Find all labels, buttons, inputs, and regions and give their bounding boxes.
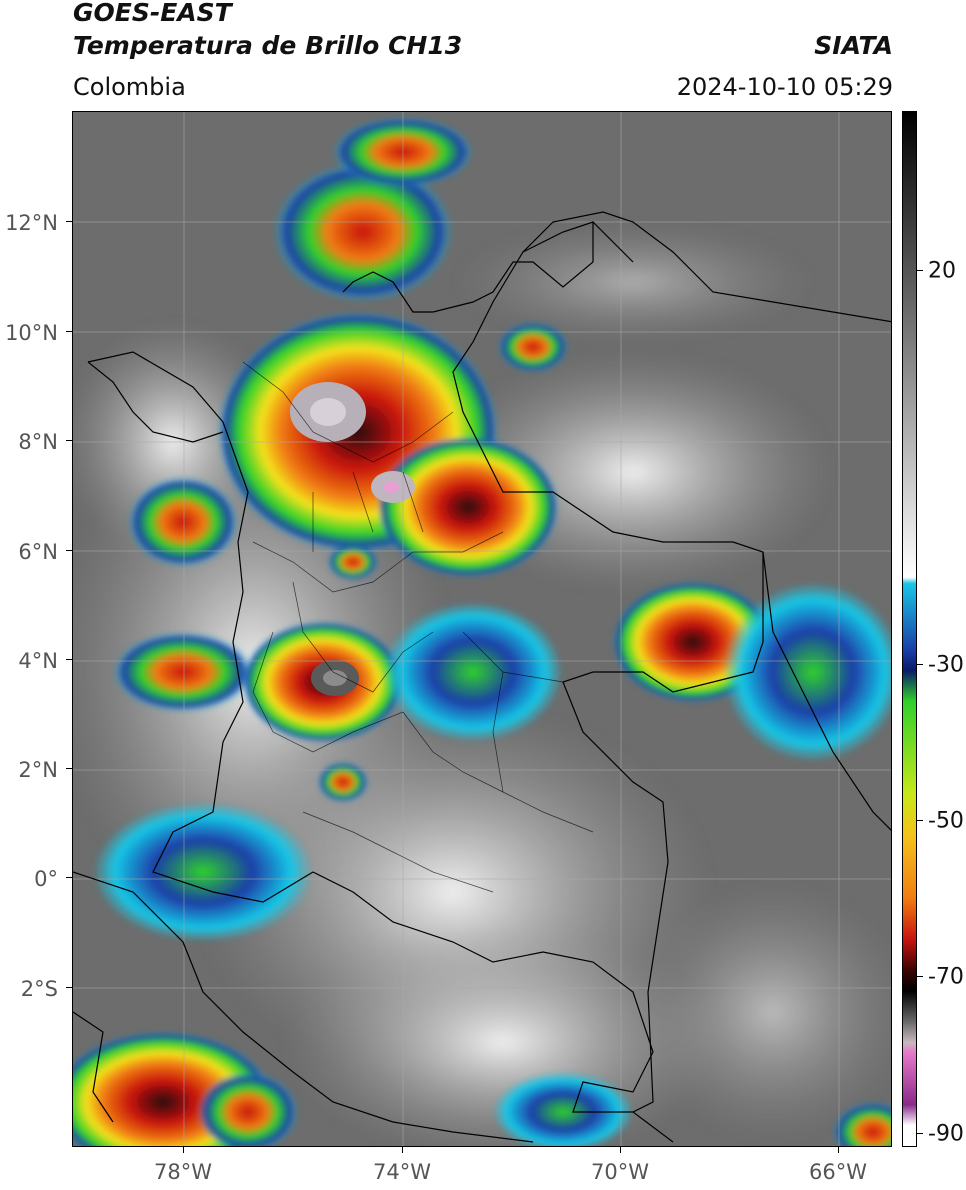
colorbar-label: 20 (928, 258, 956, 284)
lon-tick (402, 1147, 403, 1153)
satellite-map[interactable] (72, 111, 892, 1147)
lon-label: 66°W (809, 1160, 867, 1184)
borders (73, 211, 891, 1143)
lat-label: 8°N (18, 430, 58, 454)
lat-tick (66, 440, 72, 441)
region-label: Colombia (73, 73, 186, 101)
convective-cells (73, 117, 891, 1146)
lat-label: 0° (34, 867, 58, 891)
lat-tick (66, 221, 72, 222)
lon-label: 78°W (154, 1160, 212, 1184)
map-canvas (73, 112, 891, 1146)
lat-tick (66, 550, 72, 551)
lat-label: 6°N (18, 540, 58, 564)
colorbar-tick (917, 820, 923, 821)
departments (242, 361, 594, 893)
lat-tick (66, 987, 72, 988)
lat-label: 12°N (5, 211, 58, 235)
colorbar-label: -30 (928, 652, 964, 678)
lat-label: 10°N (5, 321, 58, 345)
colorbar-tick (917, 976, 923, 977)
lon-tick (620, 1147, 621, 1153)
colorbar-label: -90 (928, 1121, 964, 1147)
satellite-title: GOES-EAST (73, 0, 232, 27)
lat-tick (66, 659, 72, 660)
lon-label: 74°W (373, 1160, 431, 1184)
lat-tick (66, 331, 72, 332)
lat-tick (66, 877, 72, 878)
colorbar-tick (917, 664, 923, 665)
lat-label: 4°N (18, 649, 58, 673)
lat-label: 2°N (18, 758, 58, 782)
colorbar-tick (917, 1133, 923, 1134)
colorbar-label: -70 (928, 964, 964, 990)
timestamp-label: 2024-10-10 05:29 (676, 73, 893, 101)
lat-tick (66, 768, 72, 769)
colorbar-label: -50 (928, 808, 964, 834)
lon-tick (183, 1147, 184, 1153)
cloud-field (73, 222, 891, 1146)
colorbar (902, 111, 917, 1147)
brand-label: SIATA (814, 31, 893, 60)
lon-label: 70°W (591, 1160, 649, 1184)
colorbar-tick (917, 270, 923, 271)
lat-label: 2°S (20, 977, 58, 1001)
lon-tick (838, 1147, 839, 1153)
product-title: Temperatura de Brillo CH13 (73, 31, 463, 60)
